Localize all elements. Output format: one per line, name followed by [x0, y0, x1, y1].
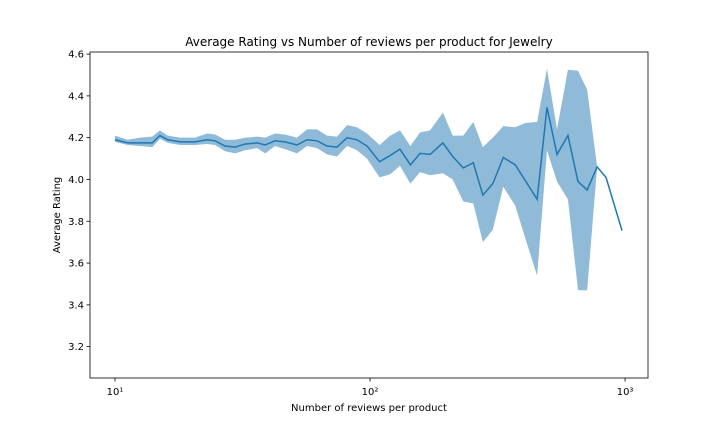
y-tick-label: 3.4	[68, 300, 84, 311]
x-tick-label: 10¹	[107, 387, 124, 398]
y-tick-label: 4.0	[68, 175, 84, 186]
x-tick-label: 10³	[617, 387, 634, 398]
y-tick-label: 3.8	[68, 217, 84, 228]
x-axis-label: Number of reviews per product	[291, 403, 447, 414]
y-tick-label: 4.6	[68, 50, 84, 61]
chart-title: Average Rating vs Number of reviews per …	[185, 35, 552, 49]
plot-frame	[89, 51, 649, 379]
y-axis-label: Average Rating	[52, 177, 63, 253]
y-tick-label: 3.2	[68, 342, 84, 353]
y-tick-label: 4.4	[68, 91, 84, 102]
x-tick-label: 10²	[362, 387, 379, 398]
line	[114, 107, 623, 231]
confidence-band	[114, 68, 598, 291]
y-tick-label: 4.2	[68, 133, 84, 144]
y-tick-label: 3.6	[68, 259, 84, 270]
